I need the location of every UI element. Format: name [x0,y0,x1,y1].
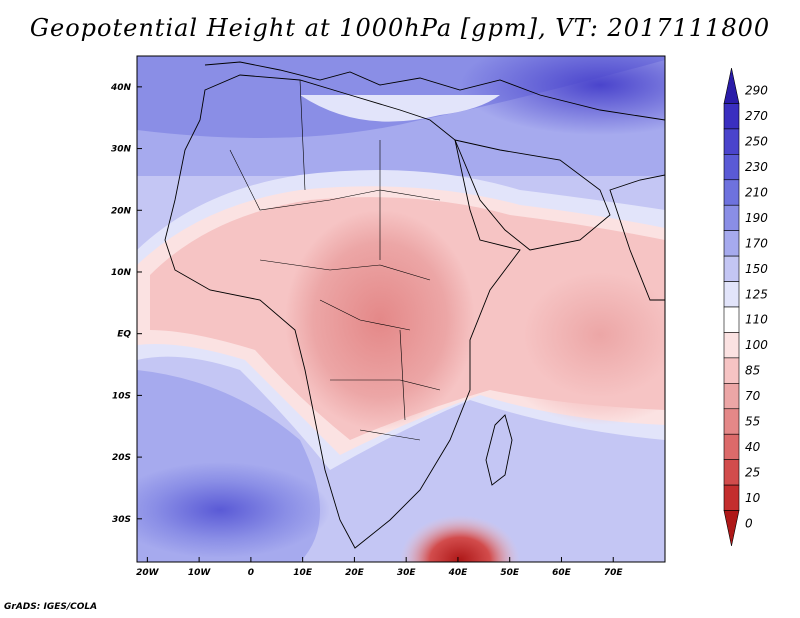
country-borders [229,79,441,441]
colorbar-label: 190 [745,211,768,225]
lon-tick-label: 50E [500,568,520,578]
colorbar-swatch [723,433,740,460]
colorbar-swatch [723,67,740,104]
lon-tick-label: 70E [604,568,624,578]
latitude-axis: 40N 30N 20N 10N EQ 10S 20S 30S [110,83,142,525]
colorbar-label: 85 [745,364,760,378]
colorbar-swatch [723,332,740,359]
grads-credit: GrADS: IGES/COLA [4,602,98,612]
colorbar-swatch [723,459,740,486]
lon-tick-label: 20W [136,568,160,578]
colorbar-label: 230 [745,160,768,174]
colorbar-swatch [723,103,740,130]
colorbar-label: 0 [745,516,753,530]
colorbar-label: 55 [745,415,760,429]
colorbar-label: 150 [745,262,768,276]
india-coastline [609,174,665,301]
colorbar-swatch [723,230,740,257]
colorbar-swatch [723,154,740,181]
arabia-coastline [454,139,611,251]
colorbar-swatch [723,484,740,511]
colorbar-label: 100 [745,338,768,352]
height-field-shading [137,56,665,562]
lat-tick-label: 10S [112,391,131,401]
lat-tick-label: 10N [111,268,132,278]
lat-tick-label: 20S [112,453,131,463]
lat-tick-label: 30N [111,145,132,155]
colorbar-swatch [723,510,740,547]
colorbar-label: 210 [745,186,768,200]
colorbar-label: 70 [745,389,761,403]
lon-tick-label: 20E [345,568,365,578]
colorbar: 2902702502302101901701501251101008570554… [723,67,768,547]
colorbar-label: 270 [745,109,768,123]
colorbar-label: 40 [745,440,761,454]
lat-tick-label: 30S [112,515,131,525]
colorbar-swatch [723,281,740,308]
colorbar-label: 250 [745,135,768,149]
madagascar-coastline [485,414,513,486]
colorbar-label: 290 [745,84,768,98]
lon-tick-label: 0 [248,568,254,578]
colorbar-label: 25 [745,465,760,479]
africa-coastline [164,74,521,549]
colorbar-swatch [723,357,740,384]
lon-tick-label: 10E [293,568,313,578]
lon-tick-label: 40E [448,568,469,578]
colorbar-label: 125 [745,287,768,301]
colorbar-swatch [723,255,740,282]
chart-title: Geopotential Height at 1000hPa [gpm], VT… [29,14,771,42]
longitude-axis: 20W 10W 0 10E 20E 30E 40E 50E 60E 70E [136,557,623,578]
lon-tick-label: 60E [552,568,572,578]
lat-tick-label: 20N [111,206,132,216]
colorbar-swatch [723,128,740,155]
colorbar-swatch [723,383,740,410]
lat-tick-label: 40N [110,83,132,93]
lon-tick-label: 10W [188,568,212,578]
colorbar-swatch [723,408,740,435]
colorbar-label: 170 [745,236,768,250]
colorbar-swatch [723,204,740,231]
colorbar-label: 110 [745,313,768,327]
colorbar-label: 10 [745,491,761,505]
lon-tick-label: 30E [397,568,417,578]
europe-coastline [204,61,665,121]
colorbar-swatch [723,306,740,333]
lat-tick-label: EQ [117,330,131,340]
map-frame [136,55,666,563]
colorbar-swatch [723,179,740,206]
